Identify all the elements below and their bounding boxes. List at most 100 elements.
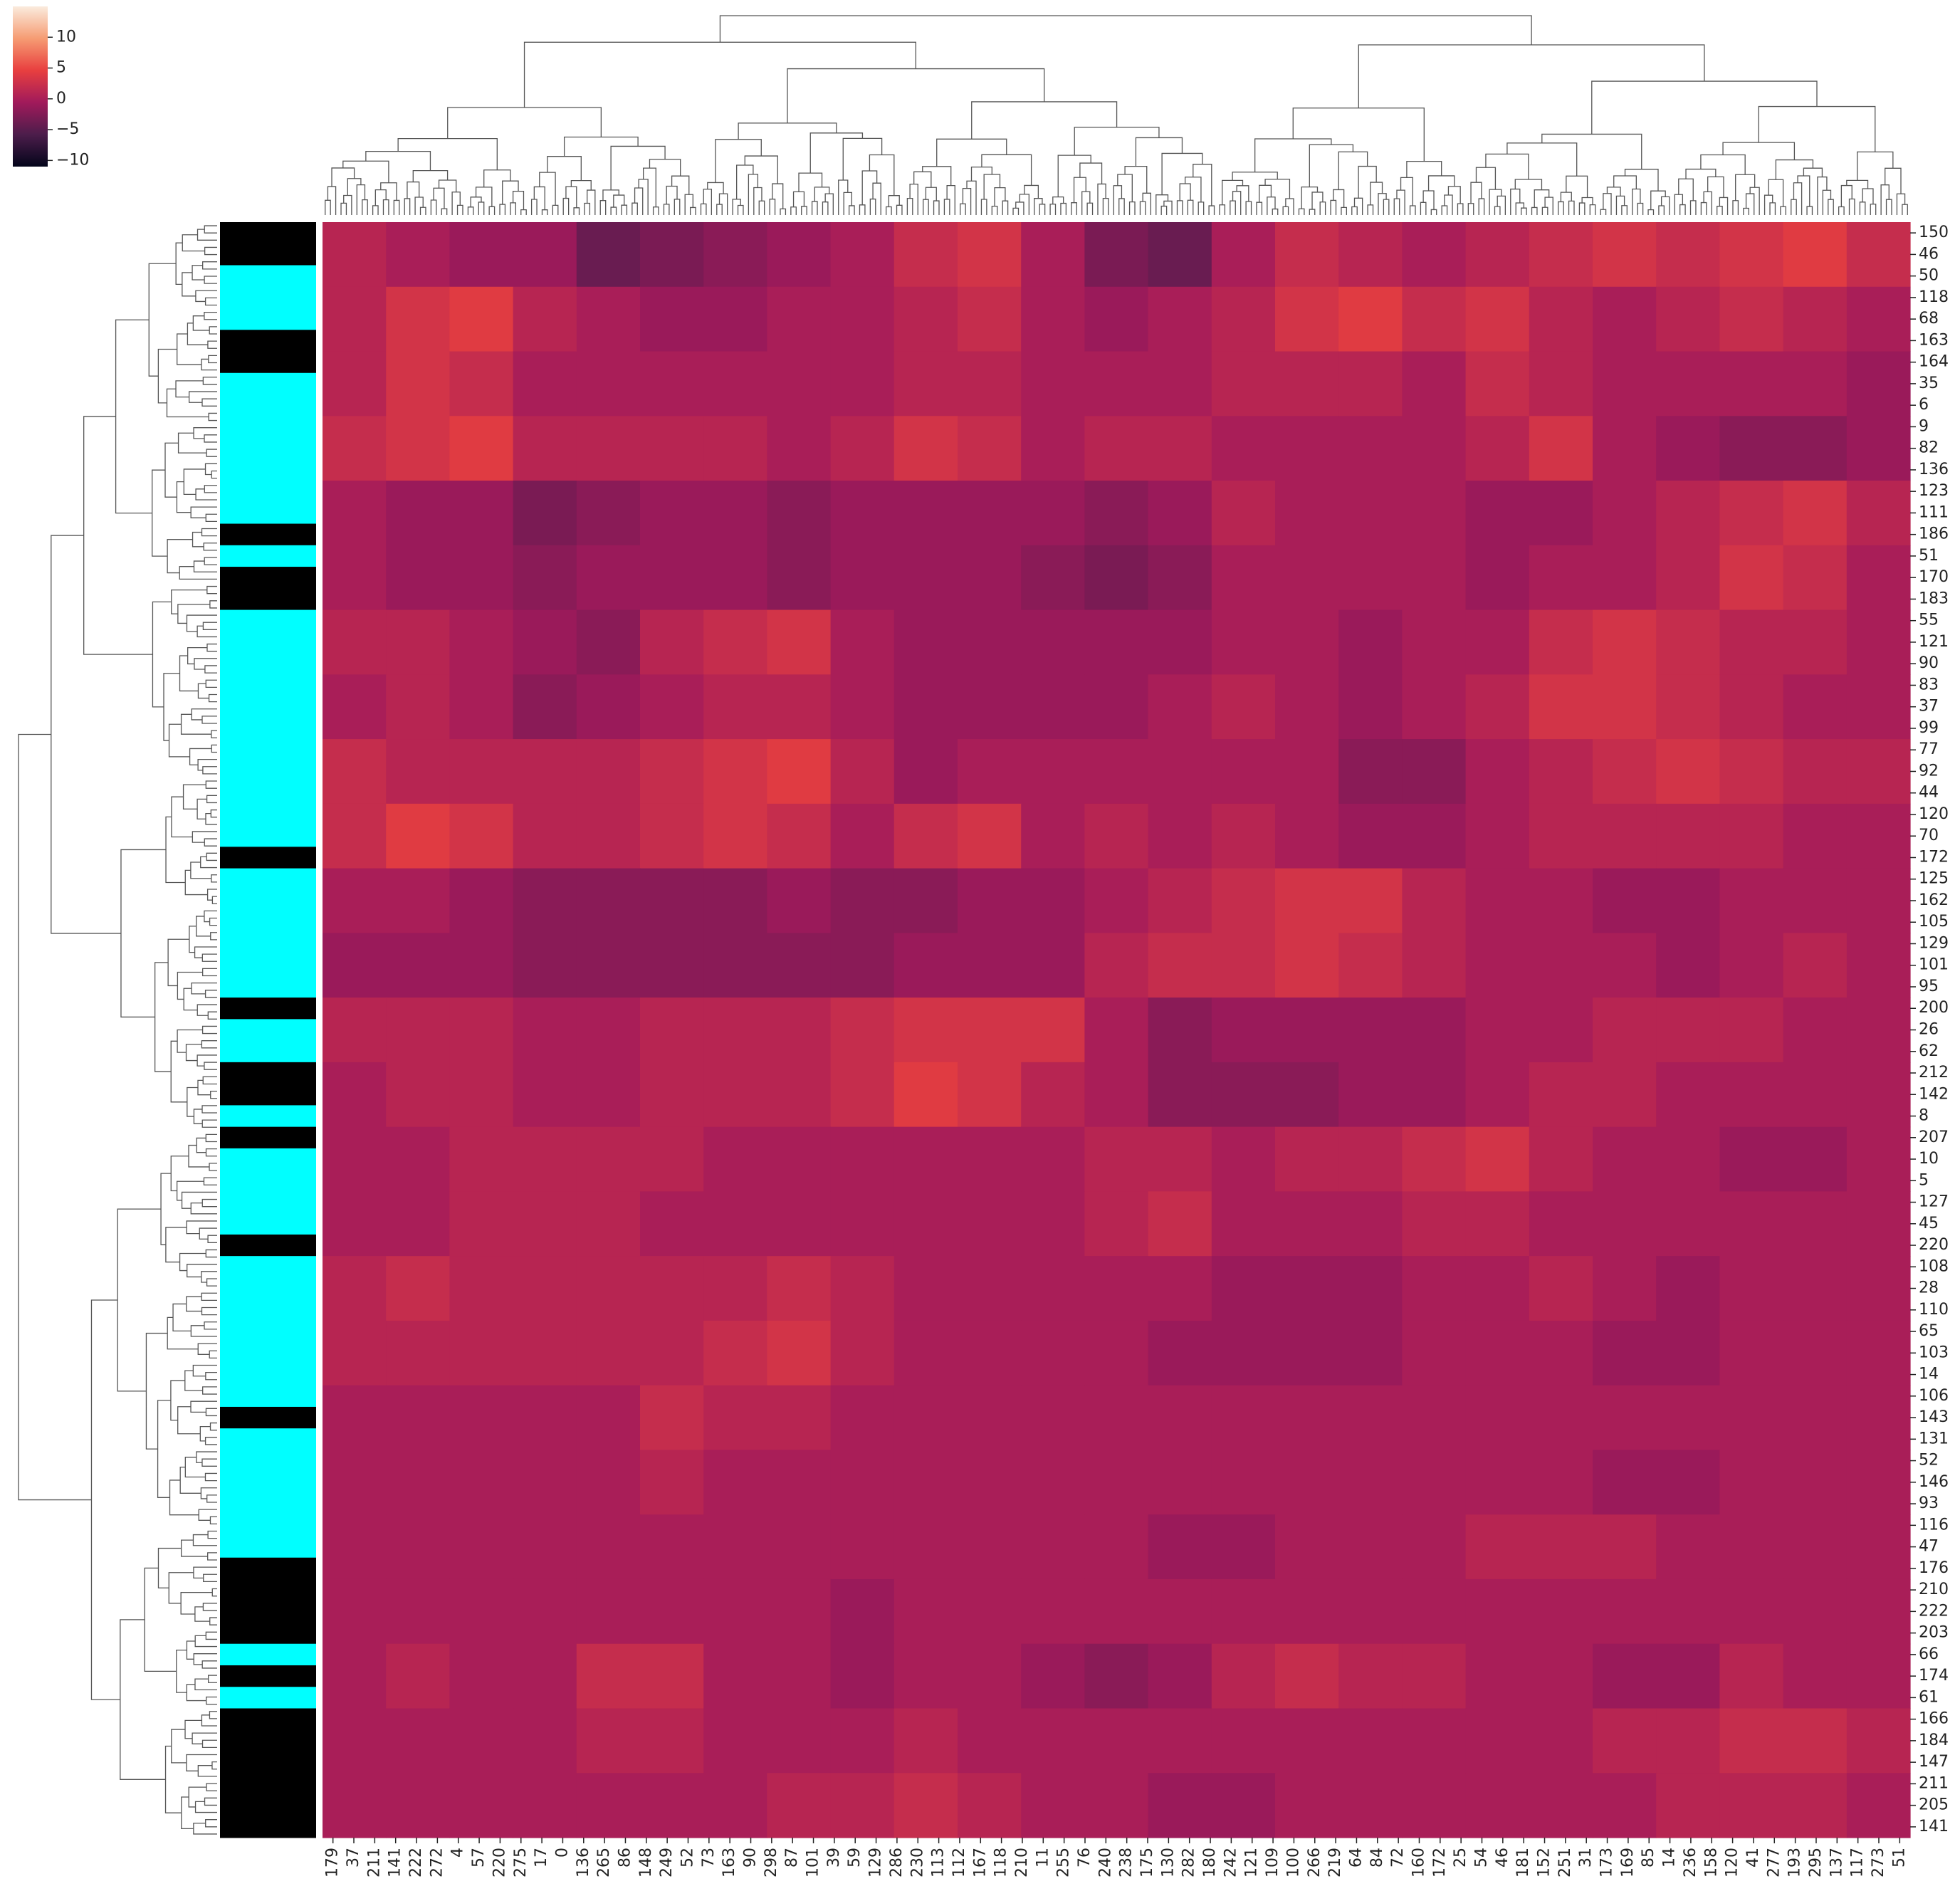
heatmap-cell (386, 997, 450, 1063)
heatmap-cell (640, 286, 704, 352)
heatmap-cell (1275, 1773, 1339, 1838)
heatmap-cell (1338, 222, 1403, 288)
heatmap-cell (958, 803, 1022, 869)
heatmap-cell (703, 803, 767, 869)
row-color (220, 1471, 316, 1494)
y-tick-label: 101 (1919, 956, 1949, 974)
column-dendrogram (325, 15, 1908, 215)
heatmap-cell (1084, 997, 1149, 1063)
heatmap-cell (1656, 1450, 1720, 1515)
heatmap-cell (1148, 1256, 1212, 1321)
heatmap-cell (1656, 997, 1720, 1063)
x-tick-label: 112 (950, 1848, 968, 1878)
heatmap-cell (1338, 1708, 1403, 1774)
heatmap-cell (1783, 868, 1848, 933)
row-color (220, 1170, 316, 1192)
x-tick-label: 11 (1034, 1848, 1052, 1868)
heatmap-cell (513, 1191, 577, 1257)
heatmap-cell (1402, 1320, 1467, 1386)
heatmap-cell (1148, 416, 1212, 481)
heatmap-cell (1402, 1643, 1467, 1709)
x-tick-label: 87 (783, 1848, 801, 1868)
heatmap-cell (386, 1385, 450, 1451)
heatmap-cell (1465, 1450, 1530, 1515)
heatmap-cell (1656, 351, 1720, 417)
heatmap-cell (1148, 739, 1212, 805)
y-tick-label: 131 (1919, 1430, 1949, 1447)
heatmap-cell (1211, 1450, 1276, 1515)
heatmap-cell (386, 481, 450, 546)
heatmap-cell (576, 1514, 641, 1580)
x-tick-label: 52 (678, 1848, 696, 1868)
heatmap-cell (767, 416, 832, 481)
heatmap-cell (1084, 1514, 1149, 1580)
heatmap-cell (767, 1450, 832, 1515)
colorbar (13, 6, 48, 167)
row-color (220, 1773, 316, 1795)
heatmap-cell (830, 222, 895, 288)
heatmap-cell (1529, 1643, 1593, 1709)
heatmap-cell (386, 1643, 450, 1709)
x-tick-label: 73 (700, 1848, 718, 1868)
heatmap-cell (1021, 545, 1085, 611)
row-color (220, 782, 316, 805)
heatmap-cell (1021, 739, 1085, 805)
heatmap-cell (1465, 286, 1530, 352)
heatmap-cell (1148, 1062, 1212, 1128)
heatmap-cell (386, 351, 450, 417)
heatmap-cell (1529, 1773, 1593, 1838)
heatmap-cell (1783, 1578, 1848, 1645)
heatmap-cell (893, 351, 958, 417)
heatmap-cell (1529, 351, 1593, 417)
heatmap-cell (767, 609, 832, 675)
y-tick-label: 200 (1919, 999, 1949, 1017)
heatmap-cell (1338, 481, 1403, 546)
heatmap-cell (1148, 674, 1212, 740)
heatmap-cell (1084, 1643, 1149, 1709)
y-tick-label: 106 (1919, 1387, 1949, 1405)
heatmap-cell (1338, 1643, 1403, 1709)
heatmap-cell (1275, 1320, 1339, 1386)
heatmap-cell (513, 1708, 577, 1774)
x-tick-label: 193 (1786, 1848, 1804, 1878)
heatmap-cell (1148, 286, 1212, 352)
heatmap-cell (576, 1450, 641, 1515)
heatmap-cell (1084, 286, 1149, 352)
row-color (220, 954, 316, 977)
x-tick-label: 180 (1201, 1848, 1219, 1878)
heatmap-cell (830, 545, 895, 611)
heatmap-cell (323, 739, 387, 805)
heatmap-cell (323, 868, 387, 933)
heatmap-cell (386, 674, 450, 740)
heatmap-cell (958, 1578, 1022, 1645)
y-tick-label: 35 (1919, 375, 1939, 392)
heatmap-cell (1783, 1643, 1848, 1709)
heatmap-cell (449, 739, 514, 805)
x-tick-label: 54 (1472, 1848, 1490, 1868)
x-tick-label: 46 (1494, 1848, 1511, 1868)
x-tick-label: 163 (720, 1848, 738, 1878)
y-tick-label: 210 (1919, 1581, 1949, 1598)
x-tick-label: 113 (930, 1848, 948, 1878)
heatmap-cell (830, 1708, 895, 1774)
heatmap-cell (323, 416, 387, 481)
y-tick-label: 37 (1919, 698, 1939, 716)
heatmap-cell (640, 803, 704, 869)
heatmap-cell (576, 1062, 641, 1128)
x-tick-label: 64 (1347, 1848, 1365, 1868)
heatmap-cell (576, 609, 641, 675)
heatmap-cell (1846, 997, 1911, 1063)
heatmap-cell (1719, 416, 1784, 481)
heatmap-cell (513, 351, 577, 417)
heatmap-cell (1338, 674, 1403, 740)
row-color (220, 1084, 316, 1106)
x-tick-label: 220 (491, 1848, 508, 1878)
y-tick-label: 136 (1919, 461, 1949, 478)
heatmap-cell (513, 286, 577, 352)
y-tick-label: 212 (1919, 1064, 1949, 1082)
heatmap-cell (1211, 545, 1276, 611)
heatmap-cell (1783, 933, 1848, 998)
y-tick-label: 170 (1919, 568, 1949, 586)
heatmap-cell (830, 1773, 895, 1838)
y-tick-label: 50 (1919, 267, 1939, 285)
